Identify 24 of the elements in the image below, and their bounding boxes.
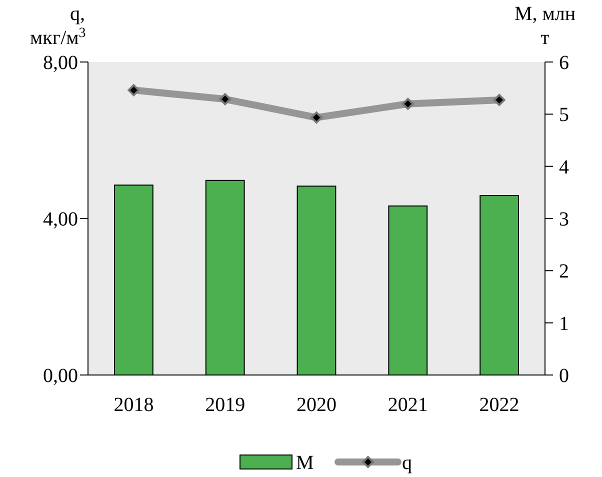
y-tick-label: 0,00 [43, 365, 78, 387]
point [493, 94, 506, 106]
legend-label: q [402, 452, 412, 474]
y2-tick-label: 6 [559, 52, 569, 74]
y-tick-label: 4,00 [43, 208, 78, 230]
x-tick-label: 2022 [479, 394, 520, 416]
y2-tick-label: 0 [559, 365, 569, 387]
y-axis-title: q, мкг/м$^{3}$ [30, 3, 86, 49]
x-tick-label: 2019 [205, 394, 246, 416]
point [219, 93, 232, 106]
y2-tick-label: 2 [559, 260, 569, 283]
y2-tick-label: 1 [559, 312, 569, 335]
point [310, 112, 322, 124]
x-tick-label: 2021 [388, 394, 428, 416]
x-tick-label: 2018 [114, 394, 154, 416]
x-tick-label: 2020 [296, 394, 336, 416]
y-tick-label: 8,00 [43, 52, 78, 74]
y2-tick-label: 4 [559, 156, 569, 178]
point [402, 98, 414, 110]
y2-axis-title: M, млн т [514, 3, 576, 49]
y2-tick-label: 5 [559, 104, 569, 126]
point [128, 84, 140, 96]
legend-label: M [296, 452, 314, 474]
y2-tick-label: 3 [559, 208, 569, 230]
